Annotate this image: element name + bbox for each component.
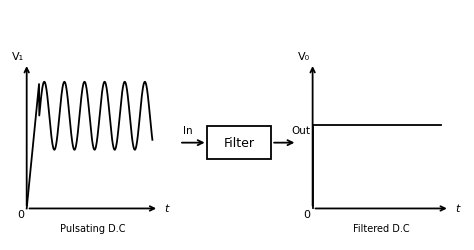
Text: Pulsating D.C: Pulsating D.C bbox=[60, 223, 126, 232]
Text: t: t bbox=[164, 204, 169, 214]
Text: 0: 0 bbox=[18, 209, 25, 219]
Text: 0: 0 bbox=[303, 209, 310, 219]
Text: V₀: V₀ bbox=[298, 52, 310, 62]
Text: Filtered D.C: Filtered D.C bbox=[353, 223, 410, 232]
Text: V₁: V₁ bbox=[12, 52, 24, 62]
Text: t: t bbox=[456, 204, 460, 214]
Text: In: In bbox=[183, 126, 192, 136]
Text: Out: Out bbox=[292, 126, 310, 136]
Bar bbox=[208, 127, 271, 159]
Text: Filter: Filter bbox=[224, 136, 255, 149]
